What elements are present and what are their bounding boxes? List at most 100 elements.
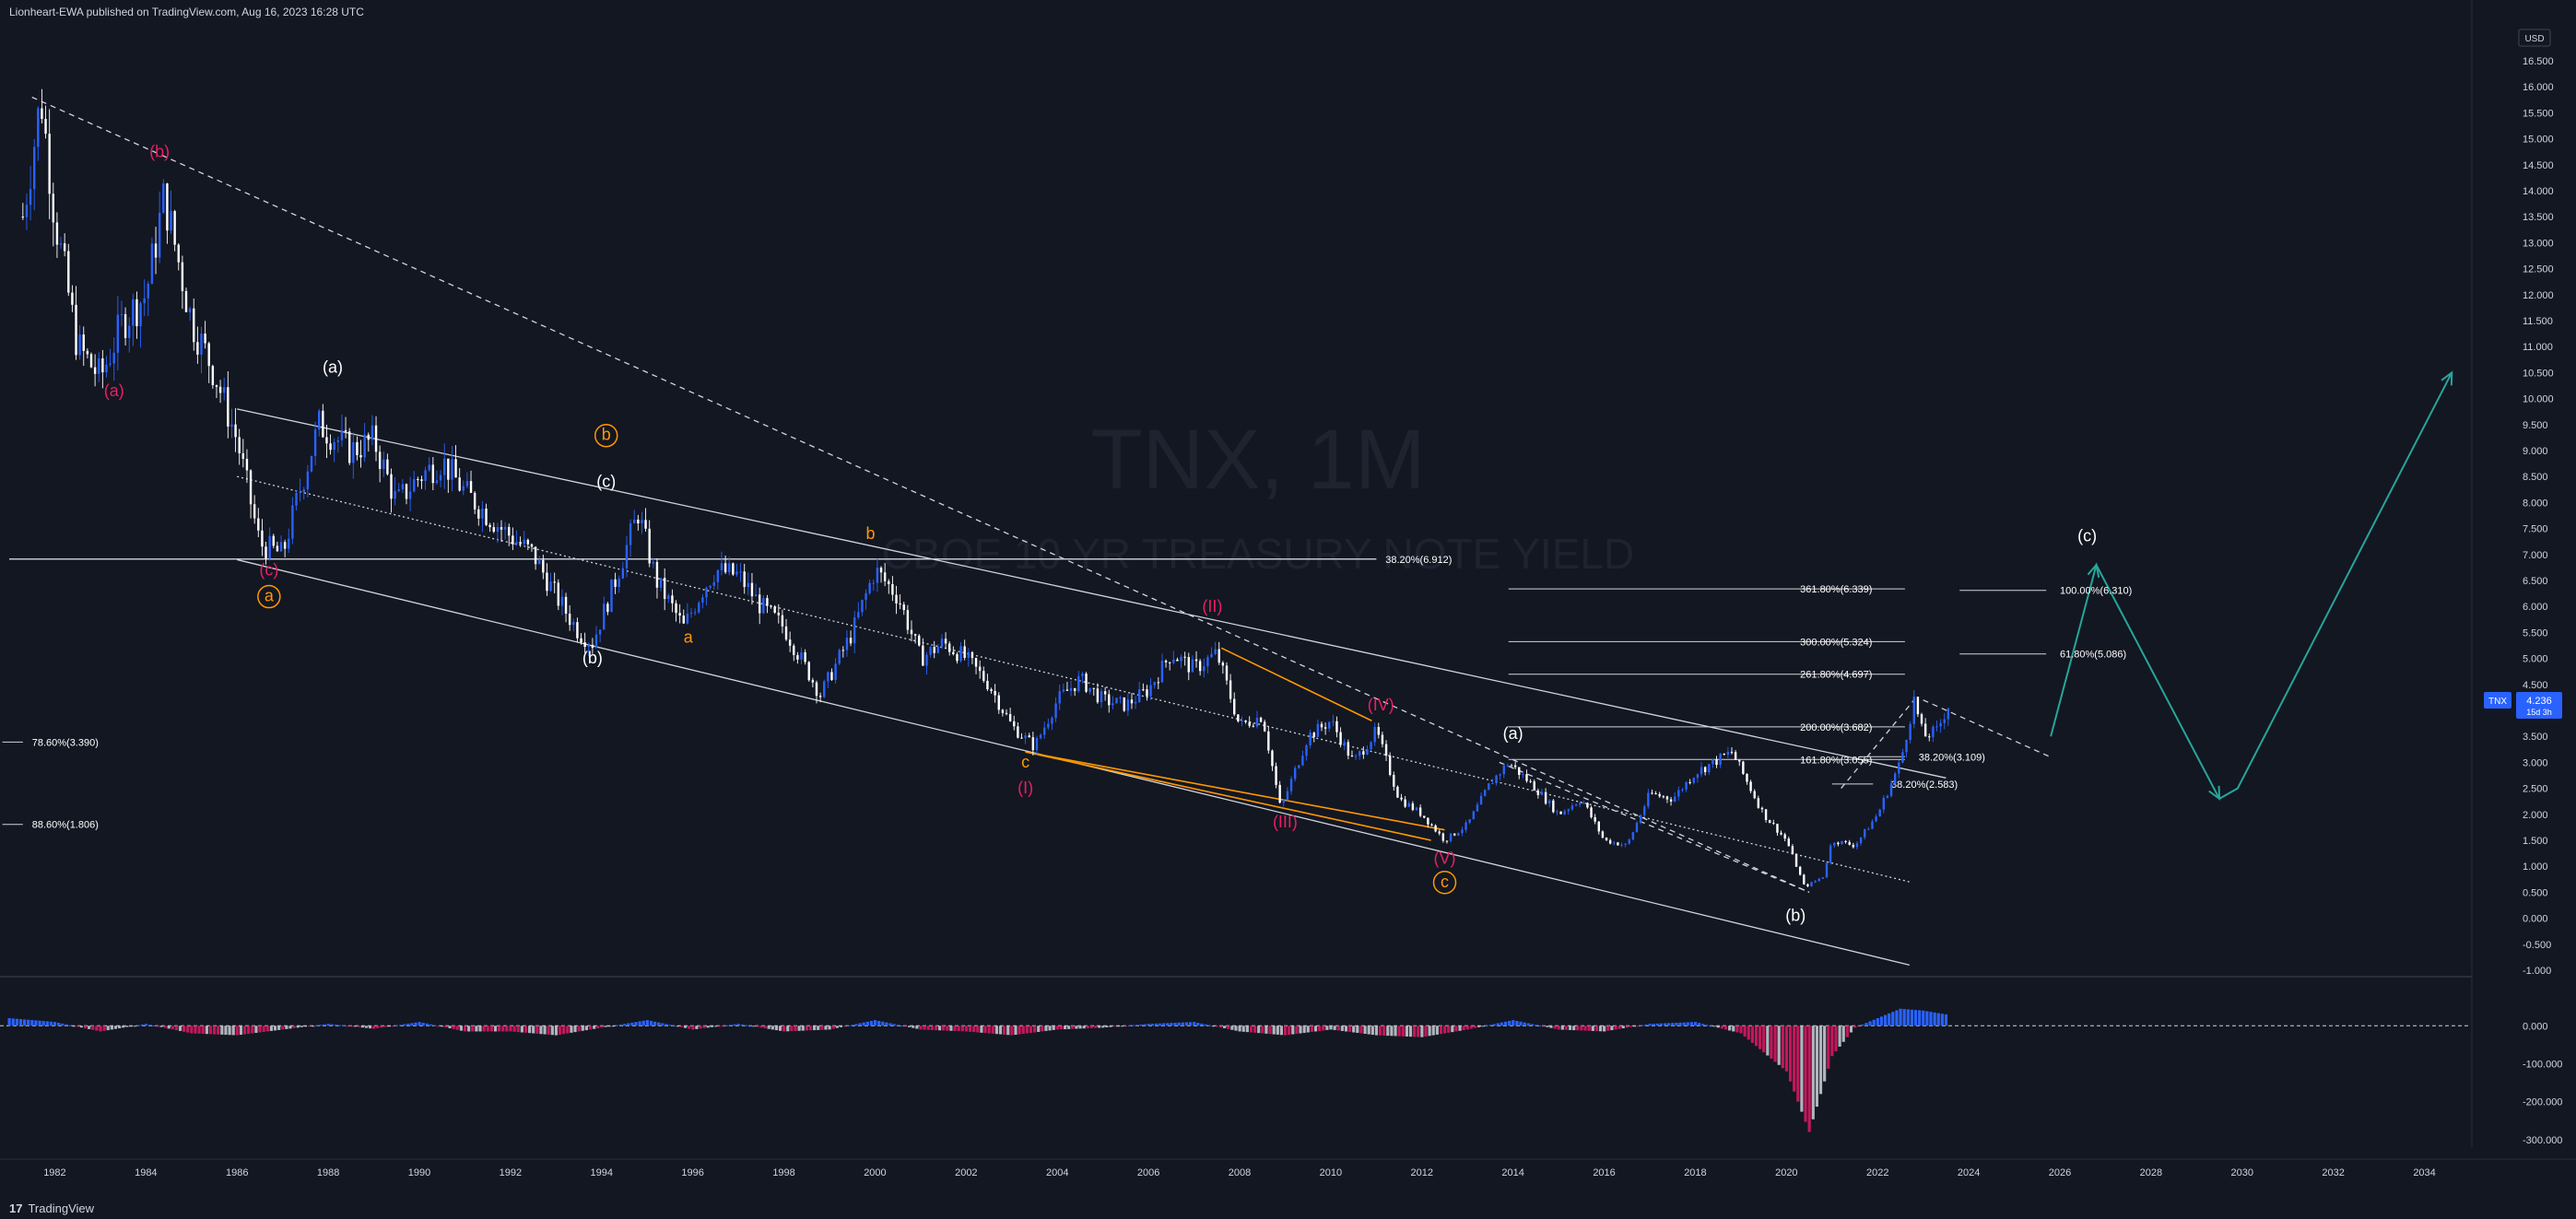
osc-bar <box>908 1026 912 1027</box>
candle-down <box>888 580 890 584</box>
candle-down <box>1384 744 1388 756</box>
candle-down <box>1312 733 1315 737</box>
osc-bar <box>1310 1026 1313 1032</box>
osc-bar <box>1447 1026 1451 1033</box>
candle-up <box>299 491 301 493</box>
osc-bar <box>634 1022 638 1026</box>
candle-down <box>325 437 328 444</box>
osc-bar <box>113 1026 118 1029</box>
osc-bar <box>1652 1024 1655 1026</box>
candle-down <box>526 539 530 545</box>
osc-bar <box>1299 1026 1302 1034</box>
candle-down <box>1590 807 1593 817</box>
candle-up <box>868 582 871 593</box>
candle-up <box>1681 789 1684 791</box>
osc-bar <box>1698 1023 1701 1026</box>
candle-up <box>1817 878 1820 882</box>
candle-up <box>1821 877 1825 879</box>
osc-bar <box>1359 1026 1363 1034</box>
candle-up <box>1677 790 1680 797</box>
price-axis[interactable]: 16.500 16.000 15.500 15.000 14.500 14.000 13.5… <box>2523 56 2562 1146</box>
osc-bar <box>201 1026 205 1035</box>
osc-bar <box>1367 1026 1370 1035</box>
candle-up <box>1886 795 1889 798</box>
osc-bar <box>1902 1009 1906 1026</box>
candle-down <box>1396 786 1399 798</box>
candle-up <box>29 189 32 205</box>
osc-bar <box>1686 1022 1689 1026</box>
currency-box[interactable] <box>2518 29 2551 47</box>
time-tick-label: 2008 <box>1229 1167 1251 1178</box>
candle-up <box>1058 691 1061 704</box>
candle-down <box>830 672 833 680</box>
candle-down <box>902 604 905 611</box>
candle-up <box>1286 791 1289 801</box>
osc-bar <box>1340 1026 1344 1031</box>
osc-bar <box>1648 1024 1652 1026</box>
candle-down <box>1441 833 1445 841</box>
tradingview-brand[interactable]: 17 TradingView <box>9 1201 94 1215</box>
time-tick-label: 2004 <box>1046 1167 1068 1178</box>
osc-bar <box>53 1022 57 1026</box>
candle-up <box>1673 796 1676 802</box>
symbol-tag-label: TNX <box>2488 697 2507 707</box>
candle-down <box>1445 840 1449 842</box>
candle-up <box>1112 703 1114 706</box>
osc-bar <box>1093 1026 1098 1028</box>
osc-bar <box>99 1026 102 1032</box>
candle-down <box>1605 838 1608 840</box>
osc-bar <box>919 1026 923 1030</box>
osc-bar <box>1264 1026 1268 1034</box>
time-tick-label: 1994 <box>591 1167 613 1178</box>
osc-bar <box>964 1026 969 1032</box>
osc-bar <box>213 1026 217 1035</box>
osc-bar <box>1572 1026 1576 1031</box>
osc-bar <box>1390 1026 1394 1037</box>
candle-down <box>1244 720 1247 722</box>
candle-up <box>689 613 693 615</box>
candle-down <box>922 645 924 666</box>
candle-down <box>583 642 586 648</box>
candle-up <box>1035 738 1039 751</box>
osc-bar <box>486 1026 489 1032</box>
osc-bar <box>1606 1026 1610 1031</box>
osc-bar <box>288 1026 292 1029</box>
candle-down <box>766 598 769 606</box>
candle-down <box>648 528 651 564</box>
candle-up <box>701 597 704 604</box>
candle-up <box>1373 726 1376 743</box>
osc-bar <box>1834 1026 1838 1052</box>
osc-bar <box>30 1020 34 1026</box>
candle-down <box>655 561 659 588</box>
osc-bar <box>699 1026 702 1029</box>
candle-up <box>967 651 970 658</box>
wave-label: (III) <box>1273 813 1298 831</box>
fib-label: 200.00%(3.682) <box>1800 722 1872 733</box>
osc-bar <box>106 1026 110 1031</box>
candle-up <box>735 571 738 575</box>
osc-bar <box>22 1019 27 1026</box>
candle-up <box>288 538 290 549</box>
candle-down <box>124 313 127 338</box>
candle-down <box>1157 682 1160 684</box>
osc-bar <box>729 1025 733 1026</box>
time-axis[interactable]: 1982 1984 1986 1988 1990 1992 1994 1996 1998 2000… <box>43 1167 2436 1178</box>
wave-label-circle <box>594 423 618 448</box>
price-tick-label: 1.000 <box>2523 862 2548 873</box>
osc-bar <box>558 1026 562 1035</box>
candle-down <box>614 579 617 588</box>
candle-up <box>223 387 226 393</box>
osc-bar <box>7 1018 11 1026</box>
candle-up <box>279 542 283 552</box>
osc-bar <box>186 1026 190 1033</box>
osc-bar <box>554 1026 559 1036</box>
candle-up <box>394 490 396 499</box>
osc-bar <box>1200 1023 1204 1026</box>
osc-bar <box>930 1026 934 1030</box>
tradingview-logo-icon: 17 <box>9 1201 23 1215</box>
osc-bar <box>79 1026 83 1028</box>
candle-down <box>1438 831 1441 834</box>
candle-down <box>1715 759 1718 766</box>
osc-bar <box>330 1024 334 1026</box>
